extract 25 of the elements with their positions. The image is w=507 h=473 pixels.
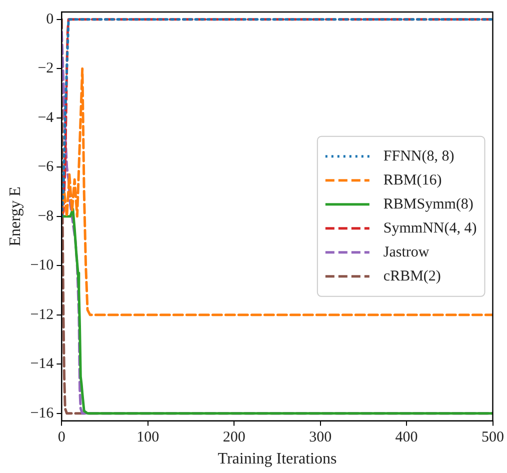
legend-label: FFNN(8, 8) — [383, 148, 454, 164]
y-tick-label: −14 — [30, 356, 54, 372]
line-series — [62, 67, 493, 316]
legend-label: SymmNN(4, 4) — [383, 220, 477, 236]
y-tick-label: −2 — [38, 60, 54, 77]
y-tick-label: −10 — [30, 258, 54, 274]
y-tick-label: −8 — [38, 208, 54, 224]
y-tick-label: −16 — [30, 405, 54, 422]
x-tick-label: 500 — [482, 430, 504, 446]
x-tick-label: 200 — [222, 430, 246, 446]
legend-label: RBMSymm(8) — [383, 196, 474, 212]
y-tick-label: −6 — [38, 159, 54, 176]
legend-label: cRBM(2) — [383, 268, 441, 284]
x-tick-label: 100 — [136, 430, 160, 446]
y-tick-label: −12 — [30, 306, 54, 323]
x-tick-label: 300 — [309, 430, 332, 446]
x-tick-label: 0 — [58, 430, 66, 446]
y-tick-label: −4 — [38, 110, 54, 126]
legend-label: RBM(16) — [383, 172, 442, 188]
x-tick-label: 400 — [395, 430, 418, 446]
y-axis-title: Energy E — [6, 186, 24, 246]
line-series — [62, 18, 493, 218]
x-axis-title: Training Iterations — [218, 450, 337, 468]
legend-label: Jastrow — [383, 244, 430, 260]
y-tick-label: 0 — [46, 11, 54, 28]
